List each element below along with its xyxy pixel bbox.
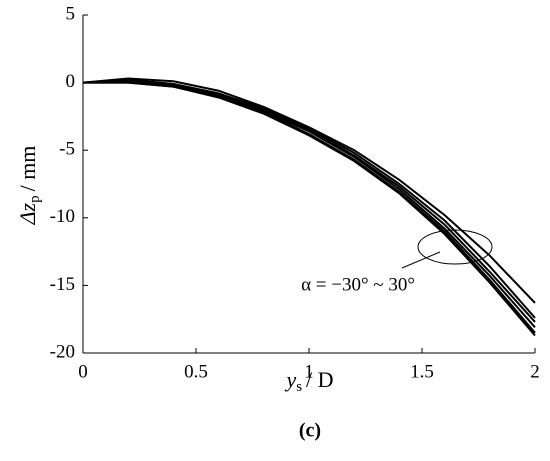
x-tick-label: 1 [304,361,314,382]
x-tick-label: 0.5 [184,361,208,382]
series-line [83,81,536,337]
series-line [82,78,536,323]
x-axis-label: ys / D [284,367,333,395]
series-line [82,77,536,304]
y-label-unit: / mm [15,146,40,192]
y-tick-label: -20 [50,341,75,362]
y-tick-label: 0 [66,71,76,92]
x-tick-label: 2 [530,361,540,382]
x-label-unit: / D [306,367,334,392]
y-tick-label: -10 [50,206,75,227]
y-label-sub: p [27,195,43,203]
y-tick-label: -15 [50,274,75,295]
x-label-main: y [284,367,296,392]
series-line [82,80,536,328]
y-tick-label: 5 [66,3,76,24]
x-label-sub: s [296,379,302,395]
x-tick-label: 0 [78,361,88,382]
y-label-main: Δz [15,203,40,226]
annotation: α = −30° ~ 30° [301,274,415,295]
y-tick-label: -5 [59,139,75,160]
annotation-pointer [401,251,441,269]
x-tick-label: 1.5 [410,361,434,382]
caption: (c) [299,420,321,442]
y-axis-label: Δzp / mm [15,146,43,226]
